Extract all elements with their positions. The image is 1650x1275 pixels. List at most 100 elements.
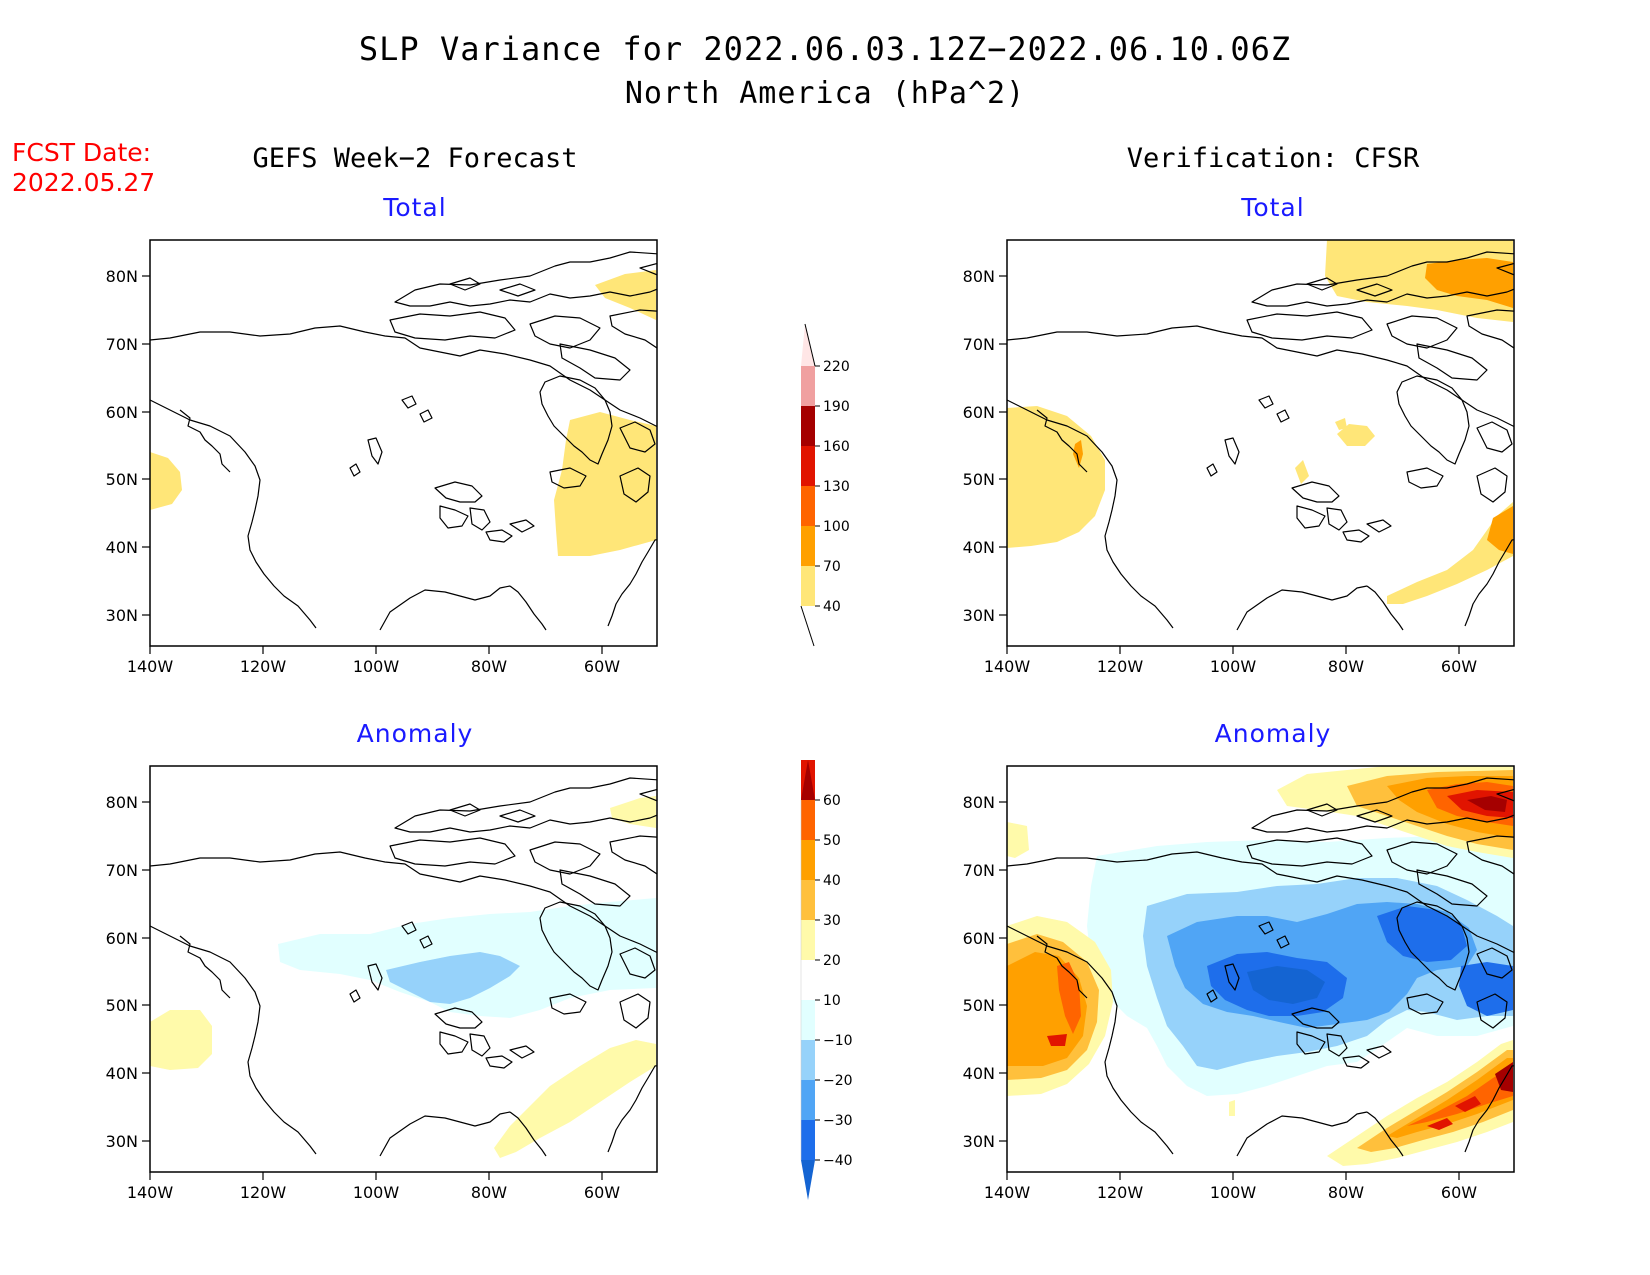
lat-tick-label: 30N: [963, 606, 995, 625]
lon-tick-label: 80W: [471, 657, 507, 676]
fcst-date-label: FCST Date: 2022.05.27: [12, 138, 155, 198]
colorbar-anomaly-segment: [801, 1120, 815, 1160]
lon-tick-label: 120W: [1097, 657, 1144, 676]
lat-tick-label: 40N: [106, 1064, 138, 1083]
colorbar-total-lowend-edge: [800, 605, 815, 647]
lat-tick-label: 50N: [106, 996, 138, 1015]
colorbar-anomaly-segment: [801, 800, 815, 840]
lon-tick-label: 60W: [1441, 1183, 1477, 1202]
lat-tick-label: 60N: [106, 929, 138, 948]
lat-tick-label: 30N: [963, 1132, 995, 1151]
colorbar-total-highend: [801, 324, 815, 366]
lon-tick-label: 60W: [584, 1183, 620, 1202]
lon-tick-label: 140W: [984, 1183, 1031, 1202]
lon-tick-label: 60W: [584, 657, 620, 676]
lat-tick-label: 30N: [106, 606, 138, 625]
lat-tick-label: 80N: [963, 793, 995, 812]
colorbar-anomaly-segment: [801, 960, 815, 1000]
colorbar-anomaly-segment: [801, 1000, 815, 1040]
panel-verification-anomaly: [1006, 765, 1515, 1173]
colorbar-total-segment: [801, 406, 815, 446]
colorbar-anomaly-label: 30: [823, 913, 841, 929]
lat-tick-label: 60N: [963, 403, 995, 422]
colorbar-anomaly-segment: [801, 920, 815, 960]
colorbar-total-label: 160: [823, 439, 850, 455]
lat-tick-label: 50N: [106, 470, 138, 489]
colorbar-total-highend-edge: [804, 323, 816, 367]
lat-tick-label: 40N: [106, 538, 138, 557]
lon-tick-label: 80W: [471, 1183, 507, 1202]
fcst-date-value: 2022.05.27: [12, 168, 156, 197]
lon-tick-label: 140W: [127, 1183, 174, 1202]
colorbar-anomaly-label: −30: [823, 1113, 853, 1129]
lat-tick-label: 80N: [106, 793, 138, 812]
lat-tick-label: 80N: [106, 267, 138, 286]
colorbar-total-label: 190: [823, 399, 850, 415]
lon-tick-label: 140W: [127, 657, 174, 676]
column-title-verification: Verification: CFSR: [1126, 143, 1420, 174]
colorbar-anomaly-label: 60: [823, 793, 841, 809]
panel-forecast-total: [149, 239, 658, 647]
colorbar-anomaly-segment: [801, 1040, 815, 1080]
colorbar-total: 40 70 100 130 160 190 220: [800, 323, 850, 647]
colorbar-total-label: 220: [823, 359, 850, 375]
colorbar-anomaly-label: −10: [823, 1033, 853, 1049]
colorbar-total-segment: [801, 566, 815, 606]
lon-tick-label: 100W: [1210, 657, 1257, 676]
lat-tick-label: 30N: [106, 1132, 138, 1151]
colorbar-anomaly-segment: [801, 880, 815, 920]
colorbar-total-segment: [801, 366, 815, 406]
colorbar-anomaly-label: 40: [823, 873, 841, 889]
shade-total-atlantic: [554, 412, 656, 556]
colorbar-anomaly-label: −40: [823, 1153, 853, 1169]
lon-tick-label: 120W: [240, 1183, 287, 1202]
lat-tick-label: 70N: [106, 335, 138, 354]
column-title-forecast: GEFS Week−2 Forecast: [252, 143, 578, 174]
colorbar-anomaly-label: 10: [823, 993, 841, 1009]
fcst-date-heading: FCST Date:: [12, 138, 152, 167]
sub-title: North America (hPa^2): [624, 76, 1026, 111]
colorbar-anomaly-highend: [801, 760, 815, 800]
colorbar-anomaly-label: 20: [823, 953, 841, 969]
colorbar-total-label: 70: [823, 559, 841, 575]
colorbar-total-label: 130: [823, 479, 850, 495]
main-title: SLP Variance for 2022.06.03.12Z−2022.06.…: [358, 30, 1292, 68]
lon-tick-label: 100W: [353, 657, 400, 676]
panel-verification-total: [1006, 239, 1515, 647]
lon-tick-label: 60W: [1441, 657, 1477, 676]
lat-tick-label: 70N: [106, 861, 138, 880]
lon-tick-label: 80W: [1328, 1183, 1364, 1202]
lon-tick-label: 100W: [1210, 1183, 1257, 1202]
colorbar-total-segment: [801, 486, 815, 526]
panel-title-forecast-total: Total: [383, 193, 447, 222]
panel-title-verification-anomaly: Anomaly: [1214, 719, 1332, 748]
colorbar-anomaly-segment: [801, 840, 815, 880]
panel-title-verification-total: Total: [1241, 193, 1305, 222]
panel-title-forecast-anomaly: Anomaly: [356, 719, 474, 748]
colorbar-anomaly-label: 50: [823, 833, 841, 849]
colorbar-anomaly-label: −20: [823, 1073, 853, 1089]
shade-total-pacific: [150, 452, 182, 510]
colorbar-total-label: 100: [823, 519, 850, 535]
lat-tick-label: 50N: [963, 996, 995, 1015]
colorbar-total-label: 40: [823, 599, 841, 615]
lon-tick-label: 120W: [1097, 1183, 1144, 1202]
lon-tick-label: 140W: [984, 657, 1031, 676]
colorbar-total-segment: [801, 446, 815, 486]
lat-tick-label: 60N: [963, 929, 995, 948]
lon-tick-label: 80W: [1328, 657, 1364, 676]
lat-tick-label: 70N: [963, 335, 995, 354]
lat-tick-label: 50N: [963, 470, 995, 489]
lat-tick-label: 40N: [963, 1064, 995, 1083]
lat-tick-label: 80N: [963, 267, 995, 286]
panel-forecast-anomaly: [149, 765, 658, 1173]
colorbar-total-segment: [801, 526, 815, 566]
lon-tick-label: 120W: [240, 657, 287, 676]
lat-tick-label: 70N: [963, 861, 995, 880]
colorbar-anomaly: −40 −30 −20 −10 10 20 30 40 50 60: [800, 760, 853, 1200]
lat-tick-label: 60N: [106, 403, 138, 422]
colorbar-anomaly-lowend: [801, 1160, 815, 1200]
lon-tick-label: 100W: [353, 1183, 400, 1202]
colorbar-anomaly-segment: [801, 1080, 815, 1120]
